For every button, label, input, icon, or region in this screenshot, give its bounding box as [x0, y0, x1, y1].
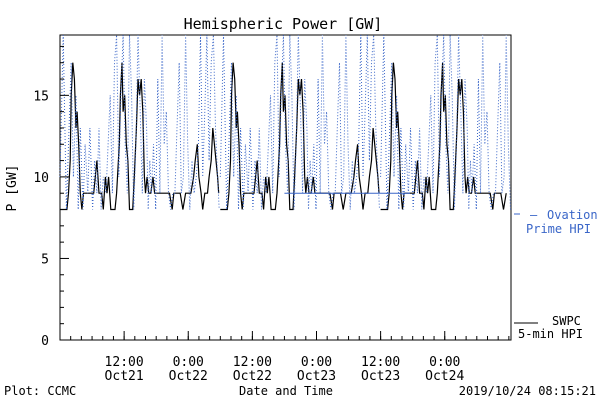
x-tick-time: 0:00: [173, 355, 204, 370]
x-axis-label: Date and Time: [239, 384, 333, 398]
ovation-line-2: [380, 34, 511, 210]
legend-swpc-label: SWPC: [552, 314, 581, 328]
x-tick-date: Oct22: [233, 369, 272, 384]
plot-credit: Plot: CCMC: [4, 384, 76, 398]
x-tick-time: 12:00: [105, 355, 144, 370]
x-tick-time: 0:00: [429, 355, 460, 370]
ovation-line-1: [219, 34, 380, 210]
x-tick-date: Oct21: [105, 369, 144, 384]
x-tick-time: 12:00: [233, 355, 272, 370]
axes-group: 05101512:00Oct210:00Oct2212:00Oct220:00O…: [33, 45, 510, 384]
legend-ovation-sub: Prime HPI: [526, 222, 591, 236]
legend-ovation-label: Ovation: [547, 208, 598, 222]
plot-frame: [59, 34, 512, 341]
legend-ovation-dash: –: [530, 208, 538, 222]
legend-swpc: SWPC 5-min HPI: [514, 314, 583, 341]
legend-swpc-sub: 5-min HPI: [518, 327, 583, 341]
x-tick-date: Oct22: [169, 369, 208, 384]
series-group: [59, 34, 511, 211]
series-ovation: [59, 34, 511, 210]
x-tick-time: 12:00: [361, 355, 400, 370]
legend-ovation: – Ovation Prime HPI: [514, 208, 598, 236]
plot-border: [59, 34, 512, 341]
swpc-line-0: [60, 62, 220, 211]
swpc-line-1: [220, 62, 380, 211]
y-tick-label: 5: [41, 252, 49, 267]
ovation-line-0: [59, 34, 220, 210]
chart-title: Hemispheric Power [GW]: [184, 15, 383, 33]
plot-timestamp: 2019/10/24 08:15:21: [459, 384, 596, 398]
x-tick-date: Oct23: [297, 369, 336, 384]
y-tick-label: 0: [41, 334, 49, 349]
y-tick-label: 15: [33, 89, 49, 104]
x-tick-time: 0:00: [301, 355, 332, 370]
x-tick-date: Oct23: [361, 369, 400, 384]
y-tick-label: 10: [33, 171, 49, 186]
x-tick-date: Oct24: [425, 369, 464, 384]
y-axis-label: P [GW]: [5, 165, 20, 212]
